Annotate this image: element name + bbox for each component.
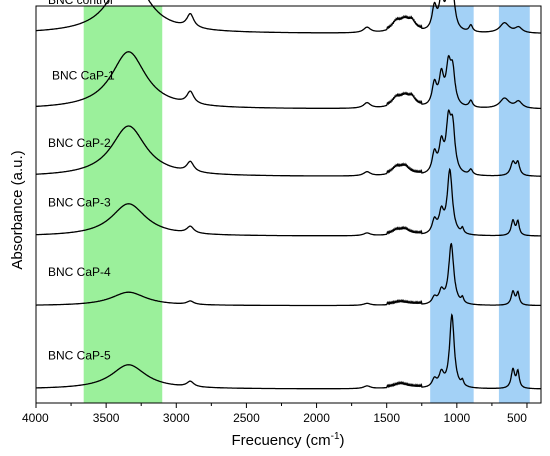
y-axis-label: Absorbance (a.u.)	[9, 150, 26, 269]
x-tick-label-3000: 3000	[163, 411, 190, 425]
spectrum-line-2	[36, 51, 542, 110]
series-label-6: BNC CaP-5	[48, 348, 111, 362]
spectrum-line-3	[36, 109, 541, 177]
x-tick-label-500: 500	[507, 411, 527, 425]
x-axis-label: Frecuency (cm-1)	[231, 431, 344, 449]
series-labels: BNC control BNC CaP-1 BNC CaP-2 BNC CaP-3 BN…	[48, 0, 115, 362]
plot-frame	[35, 5, 542, 404]
highlight-band-2	[430, 6, 474, 403]
x-tick-label-2500: 2500	[233, 411, 260, 425]
series-label-2: BNC CaP-1	[52, 68, 115, 82]
x-tick-label-3500: 3500	[93, 411, 120, 425]
x-tick-label-2000: 2000	[303, 411, 330, 425]
highlight-band-3	[498, 6, 530, 403]
highlight-bands	[83, 6, 530, 403]
series-label-4: BNC CaP-3	[48, 195, 111, 209]
spectrum-line-1	[36, 0, 541, 34]
spectrum-line-4	[35, 167, 541, 237]
series-label-3: BNC CaP-2	[48, 136, 111, 150]
spectra-lines	[35, 0, 542, 390]
highlight-band-1	[83, 6, 163, 403]
x-tick-label-1500: 1500	[373, 411, 400, 425]
spectrum-line-6	[36, 313, 541, 390]
x-tick-label-4000: 4000	[22, 411, 49, 425]
series-label-1: BNC control	[48, 0, 113, 7]
series-label-5: BNC CaP-4	[48, 265, 111, 279]
spectrum-line-5	[36, 242, 541, 307]
x-axis-ticks: 4000 3500 3000 2500 2000 1500 1000 500	[22, 403, 528, 425]
x-tick-label-1000: 1000	[443, 411, 470, 425]
